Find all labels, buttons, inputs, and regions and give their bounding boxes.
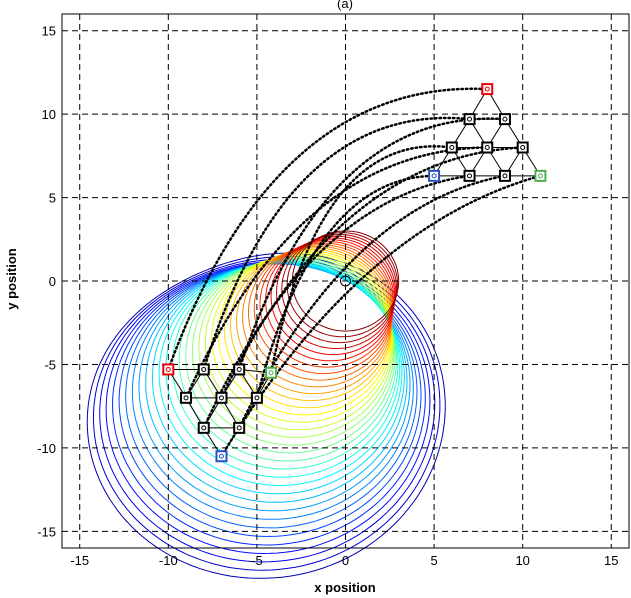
- y-tick-label: 15: [42, 24, 56, 39]
- contour-line: [178, 259, 397, 462]
- contour-line: [172, 260, 399, 470]
- contour-line: [191, 256, 395, 446]
- start-formation-node-dot: [236, 366, 242, 372]
- x-tick-label: -15: [70, 553, 89, 568]
- contour-line: [151, 262, 405, 495]
- chart-title: (a): [337, 0, 353, 11]
- end-formation-node-marker: [534, 169, 547, 182]
- start-formation-node-dot: [201, 366, 207, 372]
- y-tick-labels: -15 -10 -5 0 5 10 15: [37, 24, 56, 540]
- y-tick-label: 0: [49, 274, 56, 289]
- start-formation-node-dot: [268, 370, 274, 376]
- contour-line: [198, 255, 394, 438]
- x-tick-label: -5: [251, 553, 263, 568]
- contour-line: [253, 242, 394, 374]
- end-formation-node-marker: [463, 169, 476, 182]
- contour-line: [275, 235, 397, 349]
- trajectory-line: [184, 146, 489, 400]
- end-formation-node-marker: [445, 141, 458, 154]
- start-formation-node-marker: [233, 421, 246, 434]
- trajectory-line: [269, 145, 454, 375]
- trajectory-line: [237, 117, 507, 371]
- start-formation-node-dot: [218, 395, 224, 401]
- end-formation-node-dot: [431, 173, 437, 179]
- y-tick-label: 5: [49, 191, 56, 206]
- start-formation-node-marker: [250, 391, 263, 404]
- start-formation-node-dot: [218, 453, 224, 459]
- contour-line: [118, 262, 422, 537]
- contour-line: [158, 261, 403, 487]
- contour-line: [281, 234, 398, 344]
- contour-lines: [86, 230, 446, 579]
- start-formation-node-marker: [233, 363, 246, 376]
- grid-lines: [62, 14, 629, 548]
- contour-line: [259, 240, 394, 368]
- trajectory-line: [202, 116, 471, 371]
- trajectory-line: [220, 174, 542, 458]
- x-tick-label: -10: [159, 553, 178, 568]
- contour-line: [92, 256, 441, 571]
- end-formation-node-dot: [449, 145, 455, 150]
- start-formation-node-dot: [254, 395, 260, 401]
- end-formation-node-dot: [484, 145, 490, 150]
- formations: [162, 83, 547, 463]
- contour-line: [223, 250, 393, 409]
- end-formation-node-dot: [467, 116, 473, 122]
- end-formation-node-dot: [502, 116, 508, 122]
- plot-frame: [61, 13, 630, 549]
- end-formation-node-marker: [428, 169, 441, 182]
- x-tick-labels: -15 -10 -5 0 5 10 15: [70, 553, 618, 568]
- start-formation-node-marker: [265, 366, 278, 379]
- start-formation-node-dot: [165, 366, 171, 372]
- contour-line: [229, 248, 393, 402]
- contour-line: [145, 262, 408, 503]
- end-formation-node-marker: [498, 169, 511, 182]
- x-axis-label: x position: [314, 580, 375, 595]
- start-formation-node-marker: [215, 450, 228, 463]
- y-tick-label: 10: [42, 107, 56, 122]
- end-formation-node-dot: [484, 86, 490, 92]
- start-formation-node-marker: [180, 391, 193, 404]
- y-tick-label: -10: [37, 441, 56, 456]
- x-tick-label: 15: [604, 553, 618, 568]
- end-formation-node-marker: [463, 113, 476, 126]
- end-formation-node-marker: [516, 141, 529, 154]
- contour-line: [165, 261, 401, 478]
- trajectory-line: [255, 174, 436, 400]
- contour-line: [185, 258, 396, 454]
- end-formation-node-marker: [498, 113, 511, 126]
- end-formation-node-marker: [481, 141, 494, 154]
- contour-line: [204, 254, 394, 431]
- start-formation-node-dot: [183, 395, 189, 401]
- end-formation-node-dot: [467, 173, 473, 179]
- y-tick-label: -15: [37, 524, 56, 539]
- contour-line: [265, 239, 395, 362]
- start-formation-node-marker: [197, 421, 210, 434]
- x-tick-label: 10: [515, 553, 529, 568]
- trajectory-line: [202, 174, 471, 430]
- contour-line: [236, 247, 393, 395]
- contour-line: [217, 251, 393, 416]
- start-formation-node-dot: [236, 425, 242, 431]
- y-axis-label: y position: [4, 248, 19, 309]
- y-tick-label: -5: [44, 357, 56, 372]
- origin-marker: [340, 275, 351, 287]
- end-formation-node-dot: [537, 173, 543, 179]
- start-formation-node-dot: [201, 425, 207, 431]
- end-formation-node-marker: [481, 83, 494, 96]
- contour-line: [211, 253, 393, 423]
- contour-line: [242, 245, 393, 388]
- start-formation-node-marker: [197, 363, 210, 376]
- start-formation-node-marker: [162, 363, 175, 376]
- end-formation-node-dot: [502, 173, 508, 179]
- x-tick-label: 0: [342, 553, 349, 568]
- start-formation-node-marker: [215, 391, 228, 404]
- end-formation-node-dot: [520, 145, 526, 150]
- x-tick-label: 5: [430, 553, 437, 568]
- trajectory-line: [167, 87, 489, 371]
- contour-line: [248, 244, 393, 381]
